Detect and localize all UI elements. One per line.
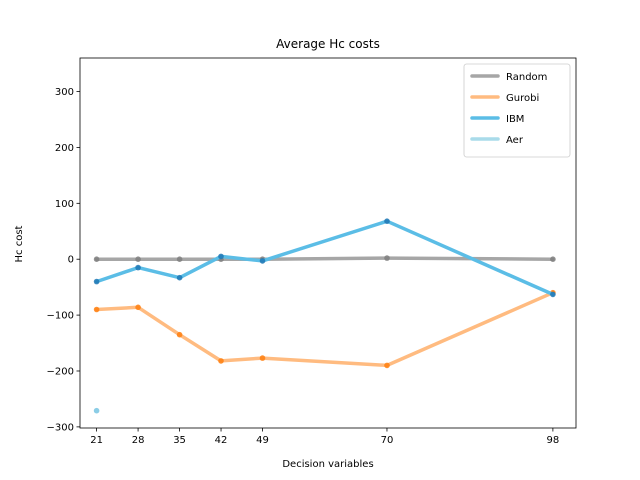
x-tick-label: 70 — [381, 435, 394, 446]
data-point-gurobi — [259, 355, 266, 361]
data-point-gurobi — [384, 362, 390, 369]
y-tick-label: −100 — [47, 311, 74, 322]
data-point-ibm — [218, 253, 224, 260]
chart-title: Average Hc costs — [276, 37, 380, 51]
x-tick-label: 49 — [256, 435, 269, 446]
y-tick-label: −200 — [47, 366, 74, 377]
plot-frame — [79, 57, 577, 429]
x-tick-label: 21 — [90, 435, 103, 446]
x-tick-label: 98 — [547, 435, 560, 446]
data-point-ibm — [135, 264, 141, 271]
axes: 21 28 35 42 49 70 98 −300 −200 −100 0 100 200 300 — [47, 57, 577, 446]
data-point-ibm — [93, 278, 100, 285]
legend-label-aer: Aer — [506, 135, 524, 146]
data-point-gurobi — [93, 306, 100, 313]
x-tick-label: 42 — [215, 435, 228, 446]
y-tick-label: 100 — [55, 199, 74, 210]
x-axis-title: Decision variables — [282, 459, 373, 470]
data-point-random — [550, 256, 556, 263]
y-tick-label: 200 — [55, 143, 74, 154]
data-point-random — [384, 255, 390, 261]
x-tick-label: 28 — [132, 435, 145, 446]
legend-box — [463, 63, 571, 158]
data-point-gurobi — [176, 331, 183, 338]
x-tick-label: 35 — [173, 435, 186, 446]
data-point-ibm — [384, 218, 390, 224]
data-point-random — [135, 256, 141, 263]
legend-label-gurobi: Gurobi — [506, 93, 539, 104]
plot-area — [93, 218, 556, 414]
y-axis-title: Hc cost — [14, 225, 25, 262]
legend-label-random: Random — [506, 72, 547, 83]
y-tick-label: 0 — [68, 255, 74, 266]
data-point-aer — [93, 407, 100, 414]
data-point-ibm — [550, 291, 556, 298]
legend: Random Gurobi IBM Aer — [463, 63, 571, 158]
data-point-random — [176, 256, 183, 263]
legend-label-ibm: IBM — [506, 114, 524, 125]
data-point-gurobi — [135, 304, 141, 311]
data-point-ibm — [259, 258, 266, 264]
y-tick-label: −300 — [47, 422, 74, 433]
data-point-random — [93, 256, 100, 263]
data-point-gurobi — [218, 358, 224, 364]
data-point-ibm — [176, 274, 183, 281]
y-tick-label: 300 — [55, 87, 74, 98]
series-line-random — [94, 256, 555, 261]
